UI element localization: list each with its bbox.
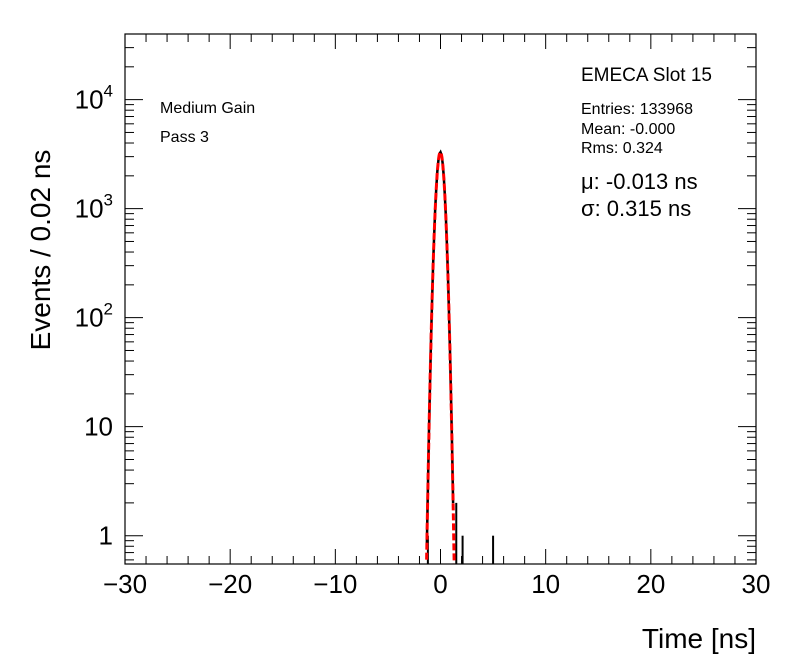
rms-stat: Rms: 0.324 bbox=[581, 140, 663, 157]
sigma-fit-label: σ: 0.315 ns bbox=[581, 196, 691, 221]
x-tick-label: −10 bbox=[313, 569, 357, 599]
y-axis-title: Events / 0.02 ns bbox=[25, 150, 56, 351]
mu-fit-label: μ: -0.013 ns bbox=[581, 169, 698, 194]
x-tick-label: 0 bbox=[433, 569, 447, 599]
x-tick-label: −30 bbox=[103, 569, 147, 599]
x-tick-label: 20 bbox=[636, 569, 665, 599]
gain-label: Medium Gain bbox=[160, 100, 255, 117]
y-tick-label: 104 bbox=[75, 82, 113, 115]
x-axis-title: Time [ns] bbox=[642, 623, 756, 654]
gaussian-fit bbox=[425, 150, 456, 564]
x-tick-label: 30 bbox=[742, 569, 771, 599]
entries-stat: Entries: 133968 bbox=[581, 101, 693, 118]
axis-ticks bbox=[124, 33, 757, 564]
fit-curve bbox=[425, 150, 456, 564]
y-tick-label: 1 bbox=[99, 521, 113, 551]
slot-label: EMECA Slot 15 bbox=[581, 65, 712, 86]
histogram bbox=[425, 149, 495, 564]
y-tick-label: 10 bbox=[84, 412, 113, 442]
mean-stat: Mean: -0.000 bbox=[581, 121, 675, 138]
x-tick-label: −20 bbox=[208, 569, 252, 599]
x-tick-label: 10 bbox=[531, 569, 560, 599]
y-tick-labels: 1 10 102 103 104 bbox=[75, 82, 113, 551]
y-tick-label: 102 bbox=[75, 300, 113, 333]
pass-label: Pass 3 bbox=[160, 129, 209, 146]
y-tick-label: 103 bbox=[75, 191, 113, 224]
x-tick-labels: −30 −20 −10 0 10 20 30 bbox=[103, 569, 771, 599]
